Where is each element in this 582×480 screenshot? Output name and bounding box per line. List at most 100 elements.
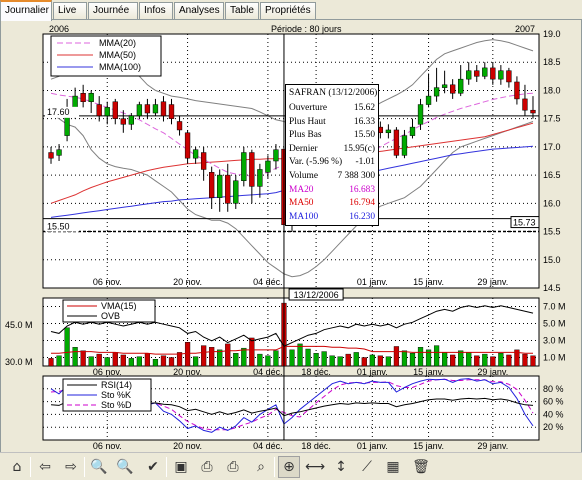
save-button[interactable]: ▣ — [170, 456, 192, 478]
volume-bar — [217, 349, 223, 367]
trend-line-button[interactable]: ⟋ — [356, 456, 378, 478]
date-axis-tick: 15 janv. — [413, 367, 444, 377]
tab-table[interactable]: Table — [225, 2, 259, 19]
check-button[interactable]: ✔ — [142, 456, 164, 478]
legend-label: VMA(15) — [101, 301, 137, 311]
volume-bar — [112, 352, 118, 367]
arrow-right-button[interactable]: ⇨ — [60, 456, 82, 478]
arrow-left-button[interactable]: ⇦ — [34, 456, 56, 478]
volume-axis-tick: 3.0 M — [543, 336, 566, 346]
print-button[interactable]: ⎙ — [196, 456, 218, 478]
info-label: Plus Haut — [289, 116, 326, 127]
crosshair-zoom-button[interactable]: ⊕ — [278, 456, 300, 478]
volume-bar — [361, 357, 367, 367]
volume-bar — [450, 354, 456, 367]
fibonacci-button[interactable]: ▦ — [382, 456, 404, 478]
volume-bar — [297, 343, 303, 367]
candle-body — [241, 152, 247, 182]
legend-label: MMA(100) — [99, 62, 141, 72]
info-label: MA50 — [289, 198, 314, 209]
volume-bar — [345, 353, 351, 367]
check-icon: ✔ — [147, 459, 159, 475]
info-value: 15.50 — [353, 130, 375, 141]
volume-bar — [417, 347, 424, 367]
tab-infos[interactable]: Infos — [139, 2, 173, 19]
candle-body — [530, 109, 536, 114]
year-left-label: 2006 — [49, 24, 69, 34]
magnify-page-icon: ⌕ — [257, 459, 265, 475]
trash-button[interactable]: 🗑 — [410, 456, 432, 478]
info-label: Plus Bas — [289, 130, 322, 141]
oscillator-axis-tick: 60 % — [543, 397, 564, 407]
volume-bar — [506, 354, 512, 367]
tab-proprietes[interactable]: Propriétés — [260, 2, 316, 19]
info-row-var: Var. (-5.96 %) -1.01 — [289, 157, 375, 169]
zoom-out-button[interactable]: 🔍 — [88, 456, 110, 478]
volume-bar — [305, 348, 311, 367]
candle-body — [417, 104, 424, 125]
date-axis-tick: 18 déc. — [301, 441, 331, 451]
info-row-ma100: MA100 16.230 — [289, 212, 375, 224]
tab-journalier[interactable]: Journalier — [0, 0, 52, 21]
price-axis-tick: 19.0 — [543, 29, 561, 39]
candle-body — [257, 169, 263, 187]
candle-body — [249, 152, 255, 187]
candle-body — [233, 180, 239, 204]
candle-body — [80, 93, 86, 102]
date-axis-tick: 18 déc. — [301, 367, 331, 377]
volume-bar — [96, 353, 102, 367]
magnify-page-button[interactable]: ⌕ — [250, 456, 272, 478]
price-axis-tick: 15.5 — [543, 227, 561, 237]
low-price-label: 15.50 — [47, 222, 70, 232]
volume-bar — [201, 345, 207, 367]
tab-live[interactable]: Live — [53, 2, 87, 19]
info-value: -1.01 — [355, 157, 375, 168]
info-label: MA20 — [289, 184, 314, 195]
volume-bar — [104, 357, 110, 367]
oscillator-axis-tick: 20 % — [543, 422, 564, 432]
toolbar: ⌂ ⇦ ⇨ 🔍 🔍 ✔ ▣ ⎙ ⎙ ⌕ ⊕ ⟷ ↕ ⟋ ▦ 🗑 — [0, 452, 582, 480]
date-axis-tick: 29 janv. — [477, 277, 508, 287]
candle-body — [128, 115, 135, 125]
home-button[interactable]: ⌂ — [6, 456, 28, 478]
info-label: Var. (-5.96 %) — [289, 157, 343, 168]
low-label-bg — [45, 220, 79, 232]
price-axis-tick: 18.5 — [543, 57, 561, 67]
vma15-line — [51, 345, 533, 355]
volume-bar — [241, 347, 247, 367]
oscillator-axis-tick: 40 % — [543, 409, 564, 419]
volume-bar — [490, 356, 496, 367]
zoom-in-button[interactable]: 🔍 — [114, 456, 136, 478]
vertical-line-button[interactable]: ↕ — [330, 456, 352, 478]
volume-bar — [64, 327, 70, 367]
volume-axis-tick: 1.0 M — [543, 353, 566, 363]
tab-journee[interactable]: Journée — [88, 2, 138, 19]
volume-bar — [329, 355, 335, 367]
volume-bar — [128, 358, 134, 367]
tab-analyses[interactable]: Analyses — [174, 2, 224, 19]
volume-bar — [498, 353, 504, 367]
date-axis-tick: 06 nov. — [93, 367, 122, 377]
info-row-plus: Plus Bas 15.50 — [289, 130, 375, 142]
candle-body — [88, 93, 94, 102]
horizontal-line-button[interactable]: ⟷ — [304, 456, 326, 478]
volume-left-tick: 45.0 M — [5, 320, 33, 330]
date-axis-tick: 06 nov. — [93, 441, 122, 451]
volume-bar — [273, 350, 279, 367]
save-icon: ▣ — [174, 459, 188, 475]
price-axis-tick: 16.5 — [543, 170, 561, 180]
volume-bar — [514, 349, 520, 367]
legend-label: OVB — [101, 311, 120, 321]
volume-bar — [425, 349, 432, 367]
price-axis-tick: 17.5 — [543, 114, 561, 124]
stoch-d-line — [50, 378, 534, 431]
volume-axis-tick: 5.0 M — [543, 319, 566, 329]
candle-body — [96, 104, 102, 117]
info-label: Dernier — [289, 143, 318, 154]
candle-body — [514, 81, 520, 100]
candle-body — [104, 107, 110, 117]
candle-body — [217, 174, 223, 198]
print-preview-button[interactable]: ⎙ — [222, 456, 244, 478]
date-axis-tick: 15 janv. — [413, 277, 444, 287]
candle-body — [441, 84, 448, 88]
